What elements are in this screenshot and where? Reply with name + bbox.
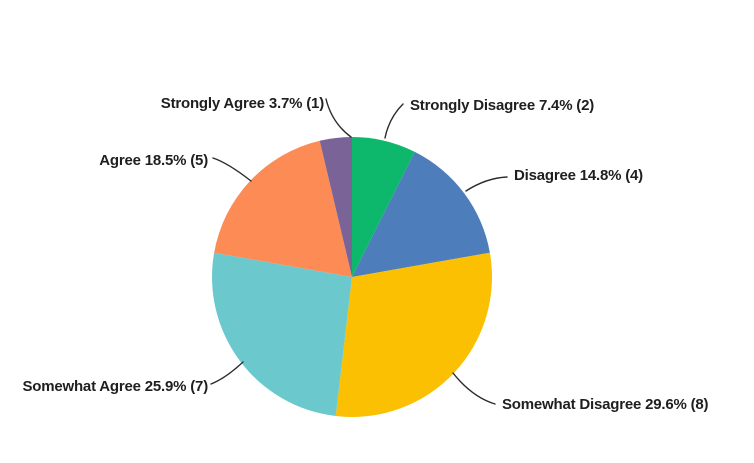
pie-slice-somewhat-disagree xyxy=(335,252,492,417)
pie-slice-strongly-agree xyxy=(319,137,352,277)
pie-slice-strongly-disagree xyxy=(352,137,415,277)
slice-label-strongly-agree: Strongly Agree 3.7% (1) xyxy=(160,95,324,112)
pie-slice-somewhat-agree xyxy=(212,252,352,417)
pie-slice-agree xyxy=(214,140,352,277)
leader-line-disagree xyxy=(465,176,508,192)
pie-slices xyxy=(212,137,492,417)
pie-slice-disagree xyxy=(352,151,490,277)
leader-lines xyxy=(210,98,508,405)
leader-line-somewhat-agree xyxy=(210,361,244,385)
leader-line-strongly-disagree xyxy=(384,103,404,139)
slice-label-somewhat-agree: Somewhat Agree 25.9% (7) xyxy=(22,378,208,395)
slice-label-somewhat-disagree: Somewhat Disagree 29.6% (8) xyxy=(502,396,709,413)
slice-label-agree: Agree 18.5% (5) xyxy=(99,152,208,169)
leader-line-somewhat-disagree xyxy=(452,372,496,405)
slice-label-disagree: Disagree 14.8% (4) xyxy=(514,167,643,184)
slice-label-strongly-disagree: Strongly Disagree 7.4% (2) xyxy=(410,97,595,114)
leader-line-strongly-agree xyxy=(325,98,352,138)
leader-line-agree xyxy=(212,157,252,182)
